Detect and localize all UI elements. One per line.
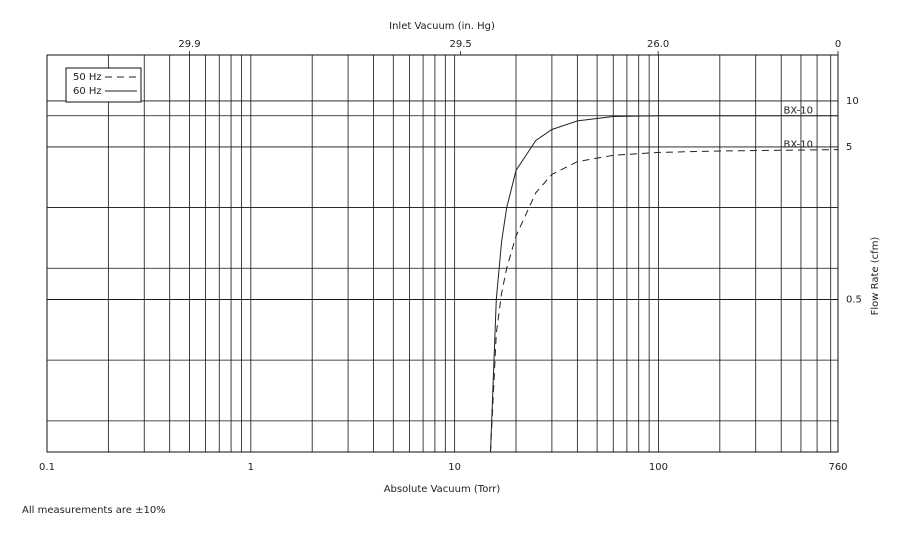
- plot-frame: [46, 54, 839, 453]
- y-tick-label: 5: [846, 142, 852, 153]
- x2-tick-label: 29.5: [450, 39, 472, 50]
- x2-tick-label: 26.0: [647, 39, 669, 50]
- curve-label: BX-10: [783, 106, 813, 117]
- legend-box: [65, 67, 142, 103]
- series-line: [490, 115, 838, 453]
- x2-axis-title: Inlet Vacuum (in. Hg): [389, 21, 495, 32]
- y-axis-title: Flow Rate (cfm): [870, 237, 881, 316]
- x-tick-label: 1: [248, 462, 254, 473]
- x-tick-label: 0.1: [39, 462, 55, 473]
- curve-label: BX-10: [783, 140, 813, 151]
- legend-label: 60 Hz: [73, 86, 102, 97]
- series-line: [490, 149, 839, 453]
- x-tick-label: 10: [448, 462, 461, 473]
- x2-tick-label: 0: [835, 39, 841, 50]
- y-tick-label: 0.5: [846, 294, 862, 305]
- x2-tick-label: 29.9: [178, 39, 200, 50]
- footnote: All measurements are ±10%: [22, 505, 166, 516]
- y-tick-label: 10: [846, 96, 859, 107]
- legend-label: 50 Hz: [73, 72, 102, 83]
- x-axis-title: Absolute Vacuum (Torr): [384, 484, 501, 495]
- x-tick-label: 760: [828, 462, 847, 473]
- x-tick-label: 100: [649, 462, 668, 473]
